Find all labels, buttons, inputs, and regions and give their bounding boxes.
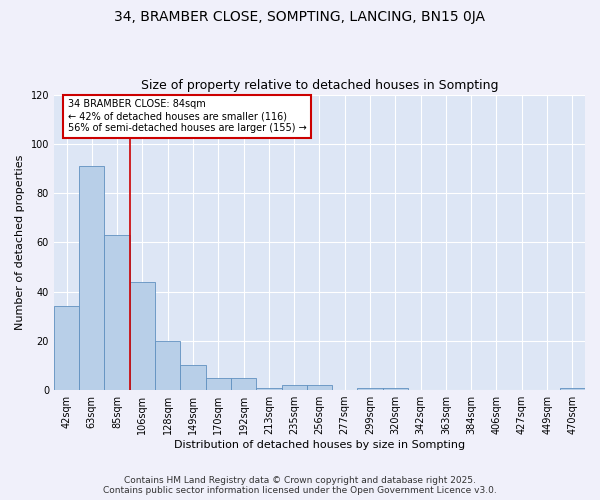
Bar (155, 341, 181, 390)
Bar (358, 388, 383, 390)
Bar (307, 385, 332, 390)
Bar (54, 306, 79, 390)
Bar (281, 385, 307, 390)
Bar (231, 378, 256, 390)
Bar (130, 282, 155, 390)
Bar (104, 235, 130, 390)
Title: Size of property relative to detached houses in Sompting: Size of property relative to detached ho… (141, 79, 498, 92)
Bar (79, 166, 104, 390)
Text: 34, BRAMBER CLOSE, SOMPTING, LANCING, BN15 0JA: 34, BRAMBER CLOSE, SOMPTING, LANCING, BN… (115, 10, 485, 24)
Bar (206, 378, 231, 390)
X-axis label: Distribution of detached houses by size in Sompting: Distribution of detached houses by size … (174, 440, 465, 450)
Y-axis label: Number of detached properties: Number of detached properties (15, 154, 25, 330)
Bar (560, 388, 585, 390)
Bar (256, 388, 281, 390)
Text: Contains HM Land Registry data © Crown copyright and database right 2025.
Contai: Contains HM Land Registry data © Crown c… (103, 476, 497, 495)
Bar (181, 366, 206, 390)
Text: 34 BRAMBER CLOSE: 84sqm
← 42% of detached houses are smaller (116)
56% of semi-d: 34 BRAMBER CLOSE: 84sqm ← 42% of detache… (68, 100, 307, 132)
Bar (383, 388, 408, 390)
